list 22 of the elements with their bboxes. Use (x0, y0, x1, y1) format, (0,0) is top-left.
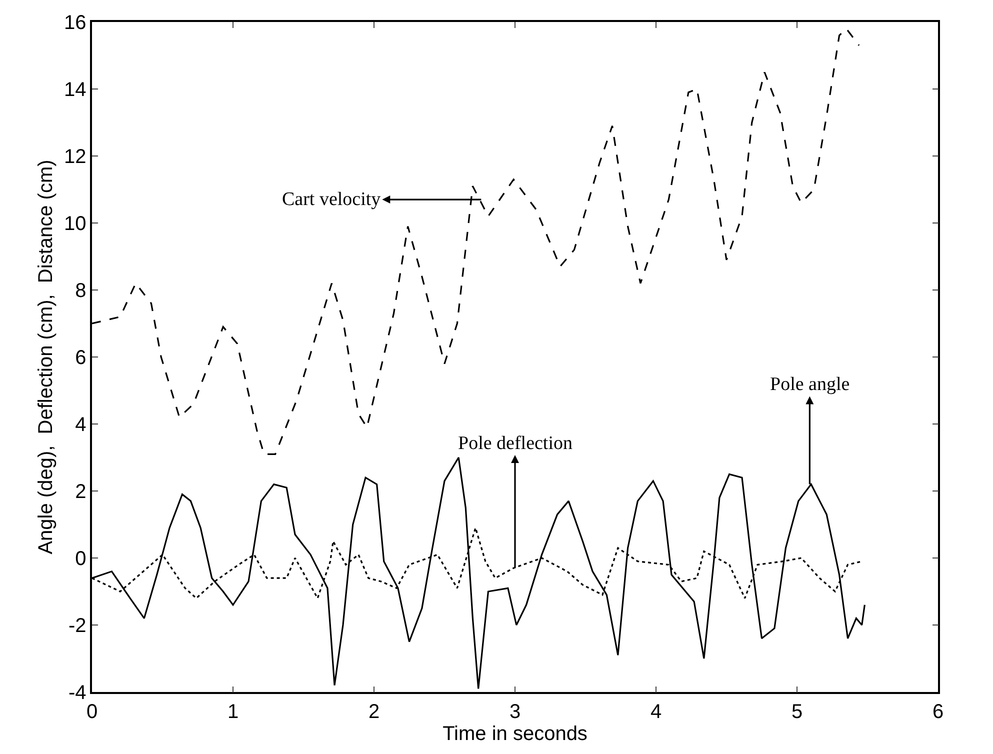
x-tick-label: 6 (932, 700, 944, 723)
annotation: Cart velocity (282, 189, 382, 210)
y-tick-label: -4 (68, 682, 86, 704)
y-tick-label: 16 (64, 12, 86, 34)
y-tick-label: 10 (64, 213, 86, 235)
annotation: Pole deflection (458, 433, 573, 454)
y-axis-title: Angle (deg), Deflection (cm), Distance (cm) (35, 160, 57, 554)
annotation: Pole angle (770, 374, 850, 395)
y-tick-label: 4 (75, 414, 86, 436)
y-tick-label: 6 (75, 347, 86, 369)
x-tick-label: 1 (227, 700, 239, 723)
x-tick-label: 5 (791, 700, 803, 723)
y-tick-label: -2 (68, 615, 86, 637)
x-axis-title: Time in seconds (442, 722, 588, 745)
x-tick-label: 2 (368, 700, 380, 723)
y-tick-label: 0 (75, 548, 86, 570)
y-tick-label: 12 (64, 146, 86, 168)
x-tick-label: 3 (509, 700, 521, 723)
x-tick-label: 4 (650, 700, 662, 723)
y-tick-label: 2 (75, 481, 86, 503)
y-tick-label: 14 (64, 79, 86, 101)
y-tick-label: 8 (75, 280, 86, 302)
